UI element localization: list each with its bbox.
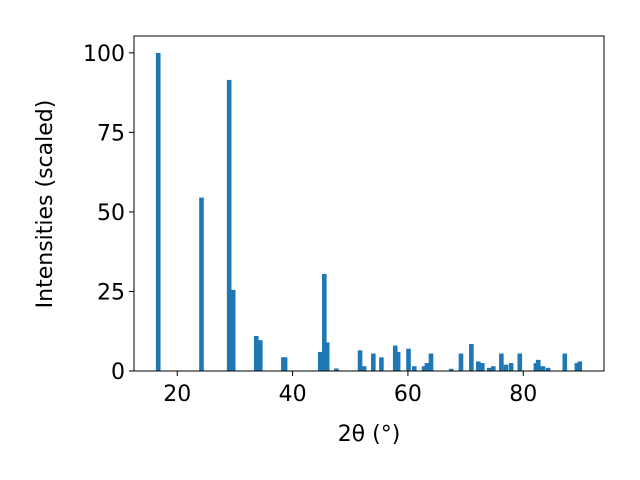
bar xyxy=(428,353,434,371)
bar xyxy=(480,363,485,371)
bar xyxy=(324,342,330,371)
bar xyxy=(230,289,236,371)
y-axis-label: Intensities (scaled) xyxy=(33,100,58,309)
bar xyxy=(371,353,376,371)
bar xyxy=(503,364,509,371)
bar xyxy=(357,350,363,371)
bar xyxy=(545,367,551,371)
bar xyxy=(322,273,327,371)
x-tick-label: 60 xyxy=(394,382,422,407)
bar xyxy=(574,363,580,371)
y-tick-label: 50 xyxy=(97,201,125,226)
bar xyxy=(448,368,454,371)
bar xyxy=(508,363,514,371)
bar xyxy=(411,366,417,371)
bar xyxy=(475,361,481,371)
bar xyxy=(562,353,568,371)
bar xyxy=(334,368,339,371)
x-tick-label: 20 xyxy=(163,382,191,407)
bar xyxy=(155,52,161,371)
bar xyxy=(253,336,259,371)
bar xyxy=(282,357,288,371)
bar xyxy=(535,359,541,371)
bar xyxy=(226,79,232,371)
plot-frame xyxy=(133,35,605,372)
bar xyxy=(406,348,411,371)
bar xyxy=(424,363,430,371)
y-tick-label: 25 xyxy=(97,280,125,305)
x-axis-label: 2θ (°) xyxy=(338,422,401,447)
bar xyxy=(517,353,523,371)
bar xyxy=(486,367,492,371)
x-tick-label: 80 xyxy=(509,382,537,407)
y-tick-label: 100 xyxy=(83,42,125,67)
bar xyxy=(199,197,204,371)
y-tick-label: 75 xyxy=(97,121,125,146)
bar xyxy=(540,366,546,371)
bar xyxy=(499,353,504,371)
y-tick-label: 0 xyxy=(111,360,125,385)
bar xyxy=(490,366,496,371)
bar xyxy=(577,361,583,371)
bar xyxy=(257,340,263,371)
x-tick-label: 40 xyxy=(279,382,307,407)
bar xyxy=(458,353,464,371)
bar xyxy=(379,357,384,371)
bar xyxy=(392,345,398,371)
bar xyxy=(317,351,323,371)
bar xyxy=(395,351,401,371)
bar xyxy=(361,366,367,371)
bar xyxy=(469,343,474,371)
bar xyxy=(421,366,427,371)
